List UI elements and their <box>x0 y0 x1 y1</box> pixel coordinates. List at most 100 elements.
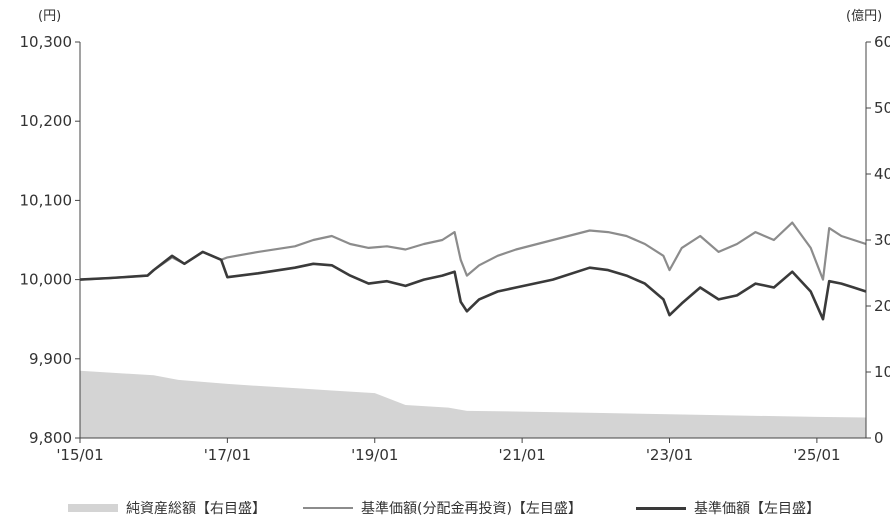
legend-swatch-nav <box>636 506 686 510</box>
nav-point-12 <box>331 264 333 266</box>
nav-point-4 <box>171 255 173 257</box>
nav-point-32 <box>681 302 683 304</box>
nav-reinvested-point-24 <box>515 248 517 251</box>
right-tick-label-2: 20 <box>874 297 890 315</box>
nav-reinvested-point-15 <box>386 245 388 247</box>
left-axis-unit-label: (円) <box>38 9 61 24</box>
nav-point-18 <box>441 275 443 277</box>
legend-item-nav: 基準価額【左目盛】 <box>636 496 820 520</box>
nav-point-42 <box>840 283 843 285</box>
legend-label-nav-reinvested: 基準価額(分配金再投資)【左目盛】 <box>361 501 582 517</box>
nav-reinvested-point-28 <box>625 235 628 237</box>
chart-area: 9,800 9,900 10,000 10,100 10,200 10,300 0 10 20 3… <box>20 8 890 464</box>
legend: 純資産総額【右目盛】 基準価額(分配金再投資)【左目盛】 基準価額【左目盛】 <box>0 496 890 520</box>
right-tick-label-0: 0 <box>874 429 884 447</box>
legend-swatch-nav-reinvested <box>303 507 353 509</box>
x-tick-label-3: '21/01 <box>498 446 545 464</box>
nav-point-19 <box>454 271 456 273</box>
nav-point-15 <box>386 280 388 282</box>
nav-reinvested-point-40 <box>822 279 824 281</box>
nav-reinvested-point-38 <box>791 222 793 224</box>
right-tick-label-4: 40 <box>874 165 890 183</box>
nav-point-29 <box>644 283 646 285</box>
x-tick-label-5: '25/01 <box>793 446 840 464</box>
nav-point-6 <box>202 251 204 253</box>
nav-reinvested-line <box>79 221 867 281</box>
nav-reinvested-point-22 <box>478 264 480 266</box>
nav-reinvested-point-25 <box>552 239 554 241</box>
nav-point-22 <box>478 298 480 300</box>
left-tick-label-0: 9,800 <box>29 429 72 447</box>
nav-point-40 <box>822 318 824 320</box>
x-tick-label-0: '15/01 <box>56 446 103 464</box>
nav-reinvested-point-30 <box>662 255 665 257</box>
left-tick-label-4: 10,200 <box>20 112 73 130</box>
left-tick-label-3: 10,100 <box>20 191 73 209</box>
nav-reinvested-point-32 <box>681 247 683 249</box>
nav-reinvested-point-31 <box>668 269 671 271</box>
net-assets-area <box>80 370 866 438</box>
left-tick-label-1: 9,900 <box>29 350 72 368</box>
nav-point-5 <box>183 263 185 265</box>
nav-point-13 <box>349 275 351 277</box>
nav-reinvested-point-8 <box>226 256 228 258</box>
nav-reinvested-point-18 <box>441 239 443 241</box>
nav-point-20 <box>460 301 462 303</box>
nav-point-39 <box>810 290 812 293</box>
legend-label-nav: 基準価額【左目盛】 <box>694 501 820 517</box>
nav-reinvested-point-21 <box>466 275 468 277</box>
right-tick-label-5: 50 <box>874 99 890 117</box>
nav-point-2 <box>146 275 149 277</box>
nav-reinvested-point-39 <box>810 247 812 249</box>
nav-point-43 <box>853 286 855 289</box>
nav-reinvested-point-26 <box>589 229 591 232</box>
nav-reinvested-point-33 <box>699 235 701 237</box>
axes <box>79 42 867 439</box>
nav-point-7 <box>220 259 222 261</box>
nav-reinvested-point-11 <box>312 239 314 241</box>
nav-point-34 <box>718 298 720 300</box>
nav-reinvested-point-14 <box>368 247 370 249</box>
nav-reinvested-point-36 <box>754 231 757 233</box>
nav-point-17 <box>423 279 425 281</box>
x-tick-label-2: '19/01 <box>351 446 398 464</box>
tick-layer: 9,800 9,900 10,000 10,100 10,200 10,300 0 10 20 3… <box>20 33 890 464</box>
nav-reinvested-point-27 <box>607 231 609 233</box>
x-tick-label-1: '17/01 <box>204 446 251 464</box>
nav-point-24 <box>515 286 517 289</box>
nav-reinvested-point-10 <box>294 245 296 247</box>
nav-point-38 <box>791 271 793 273</box>
nav-point-36 <box>754 283 757 285</box>
nav-reinvested-point-9 <box>257 251 259 253</box>
left-tick-label-2: 10,000 <box>20 271 73 289</box>
nav-point-10 <box>294 267 296 269</box>
x-tick-label-4: '23/01 <box>646 446 693 464</box>
nav-reinvested-point-42 <box>840 235 843 237</box>
nav-point-28 <box>625 275 628 277</box>
nav-reinvested-point-37 <box>773 239 775 241</box>
nav-point-14 <box>368 283 370 285</box>
nav-reinvested-point-35 <box>736 243 738 245</box>
nav-point-41 <box>828 280 830 282</box>
nav-reinvested-point-16 <box>404 248 407 251</box>
nav-line <box>79 250 867 321</box>
nav-point-16 <box>404 285 407 287</box>
nav-point-30 <box>662 298 665 300</box>
nav-point-23 <box>497 290 499 293</box>
nav-point-27 <box>607 269 609 271</box>
nav-reinvested-point-34 <box>718 251 720 253</box>
right-tick-label-3: 30 <box>874 231 890 249</box>
net-assets-area-layer <box>80 370 866 438</box>
nav-reinvested-point-41 <box>828 227 830 229</box>
nav-point-9 <box>257 272 259 274</box>
nav-reinvested-point-20 <box>460 259 462 261</box>
nav-point-1 <box>110 277 112 279</box>
nav-point-3 <box>153 269 155 271</box>
nav-reinvested-point-23 <box>497 255 499 257</box>
nav-point-33 <box>699 286 701 289</box>
nav-point-31 <box>668 314 671 316</box>
nav-point-25 <box>552 279 554 281</box>
legend-item-nav-reinvested: 基準価額(分配金再投資)【左目盛】 <box>303 496 582 520</box>
nav-reinvested-point-13 <box>349 243 351 245</box>
left-tick-label-5: 10,300 <box>20 33 73 51</box>
